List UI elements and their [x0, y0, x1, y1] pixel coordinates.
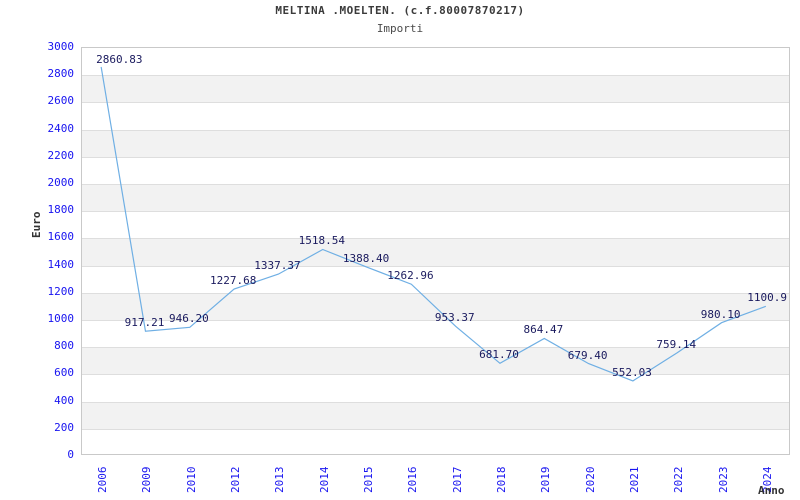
grid-band [82, 347, 789, 375]
gridline [82, 429, 789, 430]
x-tick-label: 2022 [672, 466, 686, 494]
x-tick-label: 2023 [716, 466, 730, 494]
y-tick-label: 2200 [47, 148, 75, 162]
gridline [82, 75, 789, 76]
y-tick-label: 3000 [47, 40, 75, 53]
y-axis-ticks: 3000 2800 2600 2400 2200 2000 1800 1600 1400 1200… [0, 0, 75, 500]
x-axis-label: Anno [758, 484, 785, 497]
gridline [82, 347, 789, 348]
y-tick-label: 2600 [47, 94, 75, 108]
plot-area [81, 47, 790, 455]
x-tick-label: 2014 [317, 466, 331, 494]
y-tick-label: 2800 [47, 67, 75, 81]
data-point-label: 679.40 [567, 348, 608, 362]
x-tick-label: 2018 [494, 466, 508, 494]
data-point-label: 864.47 [523, 323, 564, 337]
data-point-label: 1262.96 [387, 269, 434, 283]
data-point-label: 681.70 [479, 348, 519, 362]
y-tick-label: 200 [54, 420, 74, 434]
data-point-label: 917.21 [124, 316, 165, 330]
gridline [82, 266, 789, 267]
data-point-label: 1388.40 [342, 252, 390, 266]
gridline [82, 130, 789, 131]
data-point-label: 1518.54 [298, 234, 345, 248]
y-tick-label: 1200 [47, 284, 75, 298]
x-tick-label: 2006 [96, 466, 110, 494]
x-tick-label: 2020 [583, 466, 597, 494]
data-point-label: 552.03 [612, 365, 652, 379]
x-tick-label: 2019 [539, 466, 553, 494]
y-tick-label: 1000 [47, 312, 75, 325]
y-tick-label: 2000 [47, 176, 75, 189]
data-point-label: 1337.37 [254, 259, 301, 273]
x-tick-label: 2015 [362, 466, 376, 494]
gridline [82, 320, 789, 321]
chart-subtitle: Importi [376, 22, 424, 35]
y-tick-label: 1800 [47, 203, 75, 217]
grid-band [82, 129, 789, 157]
x-tick-label: 2016 [406, 466, 420, 494]
y-tick-label: 2400 [47, 121, 75, 135]
data-point-label: 1100.9 [747, 291, 787, 305]
gridline [82, 211, 789, 212]
grid-band [82, 184, 789, 212]
y-tick-label: 1400 [47, 257, 75, 271]
x-tick-label: 2017 [450, 466, 464, 494]
data-point-label: 953.37 [434, 311, 475, 325]
y-tick-label: 800 [54, 339, 74, 353]
series-line [100, 66, 767, 382]
gridline [82, 238, 789, 239]
data-point-label: 1227.68 [209, 274, 257, 288]
data-point-label: 2860.83 [96, 52, 143, 66]
grid-band [82, 401, 789, 429]
grid-band [82, 238, 789, 266]
grid-band [82, 75, 789, 103]
y-tick-label: 400 [54, 393, 74, 407]
x-tick-label: 2009 [140, 466, 154, 494]
x-tick-label: 2021 [627, 466, 641, 494]
gridline [82, 402, 789, 403]
gridline [82, 184, 789, 185]
gridline [82, 293, 789, 294]
y-axis-label: Euro [30, 211, 43, 239]
x-tick-label: 2010 [184, 466, 198, 494]
y-tick-label: 600 [54, 366, 74, 380]
y-tick-label: 1600 [47, 230, 75, 244]
y-tick-label: 0 [67, 448, 74, 461]
line-series-svg [100, 66, 767, 382]
gridline [82, 102, 789, 103]
data-point-label: 759.14 [656, 337, 697, 351]
gridline [82, 157, 789, 158]
x-tick-label: 2013 [273, 466, 287, 494]
gridline [82, 374, 789, 375]
x-tick-label: 2012 [229, 466, 243, 494]
chart-title: MELTINA .MOELTEN. (c.f.80007870217) [275, 4, 525, 17]
data-point-label: 980.10 [700, 307, 741, 321]
data-point-label: 946.20 [168, 312, 209, 326]
